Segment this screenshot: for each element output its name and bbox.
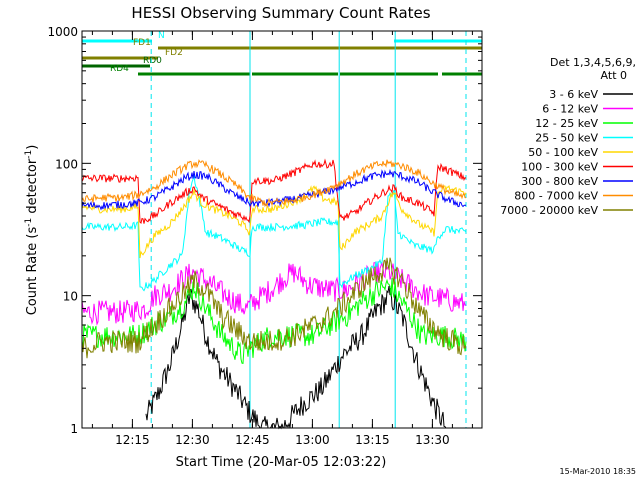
flag-label-fd1: FD1 [133,38,151,48]
series-line-100-300-kev [81,158,467,224]
y-axis-label-main: Count Rate (s [25,227,40,316]
legend-label-3: 25 - 50 keV [535,132,598,145]
x-tick-label-1: 12:30 [175,433,210,447]
x-tick-label-2: 12:45 [235,433,270,447]
y-axis-label: Count Rate (s-1 detector-1) [24,145,40,316]
flag-label-n: N [158,31,165,41]
series-line-50-100-kev [81,184,467,259]
plot-frame [81,30,483,429]
x-tick-label-4: 13:15 [355,433,390,447]
flag-label-rd0: RD0 [143,56,162,66]
legend-label-5: 100 - 300 keV [521,161,598,174]
y-axis-label-mid: detector [25,158,40,218]
y-axis-label-end: ) [25,145,40,150]
series-line-800-7000-kev [81,159,467,208]
legend-header-line1: Det 1,3,4,5,6,9, [550,56,636,69]
series-line-25-50-kev [81,174,467,292]
y-tick-label-2: 100 [55,157,78,171]
axis-ticks: 12:15 12:30 12:45 13:00 13:15 13:30 1 10 100 1000 [47,25,482,447]
timestamp: 15-Mar-2010 18:35 [560,467,637,476]
legend-label-7: 800 - 7000 keV [514,190,598,203]
legend: Det 1,3,4,5,6,9, Att 0 3 - 6 keV 6 - 12 k… [500,56,636,217]
flag-label-fd2: FD2 [165,48,183,58]
flag-label-rd4: RD4 [110,64,129,74]
series-lines [81,158,467,430]
legend-label-6: 300 - 800 keV [521,175,598,188]
x-tick-label-5: 13:30 [415,433,450,447]
series-line-12-25-kev [81,277,467,365]
x-tick-label-3: 13:00 [295,433,330,447]
y-tick-label-0: 1 [70,422,78,436]
series-line-6-12-kev [81,261,467,326]
legend-header-line2: Att 0 [601,69,627,82]
y-tick-label-3: 1000 [47,25,78,39]
x-axis-label: Start Time (20-Mar-05 12:03:22) [176,455,387,470]
legend-label-4: 50 - 100 keV [528,146,598,159]
series-line-7000-20000-kev [81,257,467,359]
y-axis-label-sup2: -1 [24,150,34,159]
legend-label-1: 6 - 12 keV [542,103,598,116]
legend-label-2: 12 - 25 keV [535,117,598,130]
legend-label-8: 7000 - 20000 keV [500,204,598,217]
series-line-3-6-kev [145,285,447,430]
chart-title: HESSI Observing Summary Count Rates [131,4,430,22]
series-line-300-800-kev [81,168,467,211]
y-tick-label-1: 10 [63,290,78,304]
x-tick-label-0: 12:15 [115,433,150,447]
legend-label-0: 3 - 6 keV [549,88,598,101]
y-axis-label-sup1: -1 [24,218,34,227]
